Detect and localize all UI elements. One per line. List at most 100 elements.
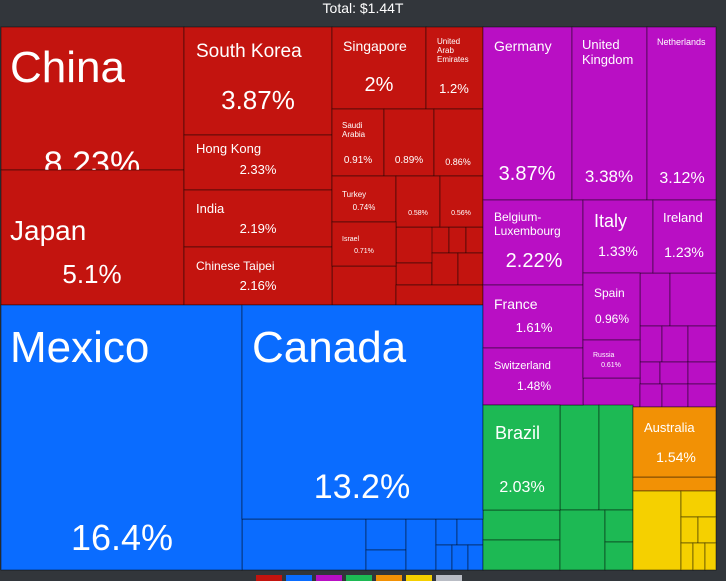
treemap-cell-south-america-small	[604, 541, 634, 571]
treemap-cell-ireland[interactable]: Ireland 1.23%	[652, 199, 717, 274]
cell-block	[646, 26, 717, 201]
cell-block	[467, 544, 484, 571]
treemap-cell-value-0-89[interactable]: 0.89%	[383, 108, 435, 177]
cell-block	[482, 404, 561, 511]
cell-value-label: 13.2%	[314, 468, 410, 506]
cell-value-label: 1.61%	[516, 320, 553, 335]
cell-name-label: Netherlands	[657, 37, 706, 47]
treemap-cell-africa-small	[680, 542, 694, 571]
cell-block	[632, 406, 717, 478]
treemap-cell-switzerland[interactable]: Switzerland 1.48%	[482, 347, 584, 406]
treemap-cell-italy[interactable]: Italy 1.33%	[582, 199, 654, 274]
treemap-cell-north-america-small	[435, 544, 453, 571]
cell-block	[431, 252, 459, 286]
cell-name-label: France	[494, 296, 538, 312]
cell-block	[652, 199, 717, 274]
treemap-cell-value-0-56[interactable]: 0.56%	[439, 175, 484, 228]
legend-swatch-north-america[interactable]	[286, 575, 312, 581]
cell-value-label: 5.1%	[62, 259, 121, 289]
treemap-cell-south-america-small	[559, 404, 600, 511]
treemap-cell-canada[interactable]: Canada 13.2%	[241, 304, 484, 520]
treemap-cell-europe-small	[639, 325, 663, 363]
treemap-cell-netherlands[interactable]: Netherlands 3.12%	[646, 26, 717, 201]
cell-block	[451, 544, 469, 571]
cell-block	[661, 325, 689, 363]
treemap-cell-north-america-small	[467, 544, 484, 571]
cell-name-label: Canada	[252, 323, 407, 372]
cell-block	[598, 404, 634, 511]
legend-swatch-south-america[interactable]	[346, 575, 372, 581]
treemap-cell-south-america-small	[482, 509, 561, 541]
treemap-cell-value-0-58[interactable]: 0.58%	[395, 175, 441, 228]
treemap-cell-spain[interactable]: Spain 0.96%	[582, 272, 641, 341]
treemap-cell-chinese-taipei[interactable]: Chinese Taipei 2.16%	[183, 246, 333, 306]
cell-name-label: Mexico	[10, 323, 149, 372]
treemap-cell-asia-small	[431, 226, 450, 254]
cell-name-label: South Korea	[196, 41, 302, 62]
cell-block	[439, 175, 484, 228]
cell-value-label: 16.4%	[71, 517, 173, 558]
cell-value-label: 0.89%	[395, 155, 423, 166]
treemap-cell-value-0-86[interactable]: 0.86%	[433, 108, 484, 177]
treemap-cell-north-america-small	[405, 518, 437, 571]
treemap-cell-mexico[interactable]: Mexico 16.4%	[0, 304, 243, 571]
legend-swatch-europe[interactable]	[316, 575, 342, 581]
treemap-cell-asia-small	[457, 252, 484, 286]
cell-value-label: 0.71%	[354, 248, 374, 255]
treemap-cell-turkey[interactable]: Turkey 0.74%	[331, 175, 397, 223]
treemap-cell-israel[interactable]: Israel 0.71%	[331, 221, 397, 267]
treemap-cell-france[interactable]: France 1.61%	[482, 284, 584, 349]
treemap-cell-australia[interactable]: Australia 1.54%	[632, 406, 717, 478]
treemap-cell-united-arab-emirates[interactable]: United Arab Emirates 1.2%	[425, 26, 484, 110]
cell-value-label: 0.96%	[595, 312, 629, 326]
cell-value-label: 1.2%	[439, 81, 469, 96]
cell-block	[687, 361, 717, 385]
treemap-cell-south-korea[interactable]: South Korea 3.87%	[183, 26, 333, 136]
cell-block	[395, 284, 484, 306]
treemap-cell-germany[interactable]: Germany 3.87%	[482, 26, 573, 201]
cell-block	[697, 516, 717, 544]
legend-swatch-asia[interactable]	[256, 575, 282, 581]
treemap-cell-india[interactable]: India 2.19%	[183, 189, 333, 248]
legend-swatch-other[interactable]	[436, 575, 462, 581]
treemap-cell-europe-small	[669, 272, 717, 327]
cell-name-label: United Arab Emirates	[437, 37, 469, 64]
cell-block	[680, 490, 717, 518]
cell-block	[456, 518, 484, 546]
cell-block	[687, 383, 717, 408]
cell-block	[383, 108, 435, 177]
treemap-cell-belgium-luxembourg[interactable]: Belgium-Luxembourg 2.22%	[482, 199, 584, 286]
treemap-cell-singapore[interactable]: Singapore 2%	[331, 26, 427, 110]
cell-block	[632, 476, 717, 492]
treemap-cell-russia[interactable]: Russia 0.61%	[582, 339, 641, 379]
cell-block	[582, 377, 641, 408]
cell-block	[571, 26, 648, 201]
treemap-cell-asia-small	[395, 284, 484, 306]
treemap-cell-united-kingdom[interactable]: United Kingdom 3.38%	[571, 26, 648, 201]
cell-name-label: Singapore	[343, 38, 407, 54]
cell-block	[331, 175, 397, 223]
cell-name-label: Turkey	[342, 190, 366, 199]
treemap-cell-africa-small	[632, 490, 682, 571]
cell-block	[435, 518, 458, 546]
treemap-cell-saudi-arabia[interactable]: Saudi Arabia 0.91%	[331, 108, 385, 177]
treemap-cell-oceania-small	[632, 476, 717, 492]
treemap-cell-japan[interactable]: Japan 5.1%	[0, 169, 185, 306]
treemap-cell-africa-small	[680, 516, 699, 544]
legend-swatch-africa[interactable]	[406, 575, 432, 581]
cell-value-label: 0.86%	[445, 157, 471, 167]
cell-block	[482, 539, 561, 571]
cell-value-label: 1.33%	[598, 243, 638, 259]
cell-value-label: 1.54%	[656, 449, 696, 465]
cell-block	[482, 199, 584, 286]
cell-name-label: India	[196, 201, 225, 216]
cell-name-label: Chinese Taipei	[196, 259, 275, 273]
treemap-cell-hong-kong[interactable]: Hong Kong 2.33%	[183, 134, 333, 191]
cell-block	[435, 544, 453, 571]
cell-block	[582, 339, 641, 379]
legend-swatch-oceania[interactable]	[376, 575, 402, 581]
cell-value-label: 2%	[365, 74, 394, 96]
treemap-cell-brazil[interactable]: Brazil 2.03%	[482, 404, 561, 511]
treemap-cell-europe-small	[639, 272, 671, 327]
